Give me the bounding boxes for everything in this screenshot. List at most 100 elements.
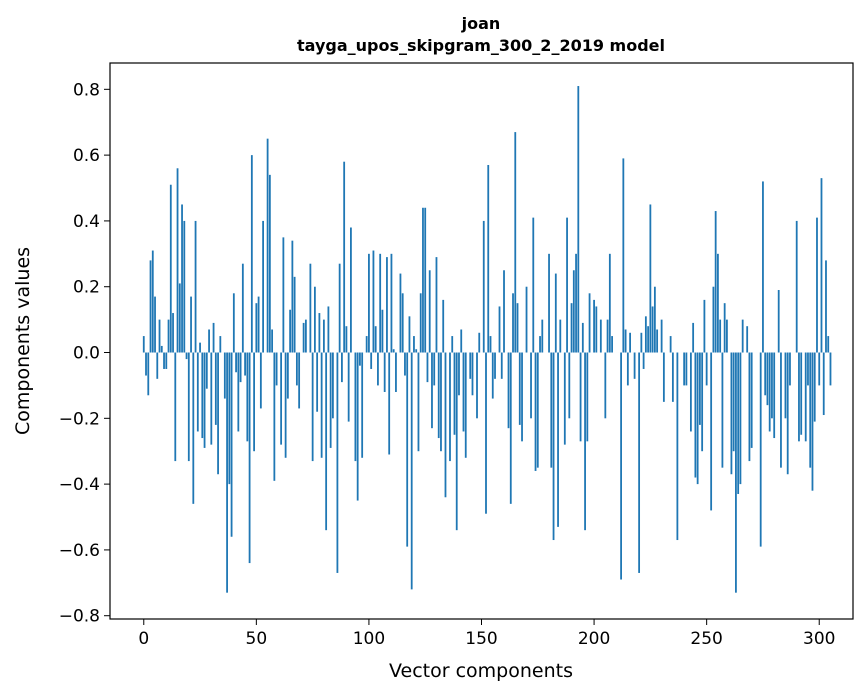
bar <box>386 257 388 353</box>
bar <box>676 352 679 541</box>
bar <box>732 352 735 452</box>
bar <box>516 303 519 353</box>
y-tick-label: −0.4 <box>59 475 100 495</box>
bar <box>230 352 233 537</box>
x-tick-label: 100 <box>353 629 385 649</box>
bar <box>608 253 611 353</box>
bar <box>464 352 467 458</box>
bar <box>638 352 641 573</box>
bar <box>462 352 465 432</box>
bar <box>408 316 411 353</box>
y-tick-label: 0.6 <box>73 146 100 166</box>
x-tick-label: 0 <box>138 629 149 649</box>
bar <box>705 352 708 386</box>
bar <box>295 352 298 386</box>
bar <box>717 253 719 353</box>
bar <box>622 158 625 353</box>
bar <box>487 164 490 353</box>
bar <box>239 352 242 383</box>
bar <box>201 352 204 439</box>
bar <box>359 352 361 366</box>
bar <box>361 352 364 458</box>
bar <box>437 352 440 439</box>
bar <box>149 260 152 353</box>
bar <box>656 329 659 353</box>
bar <box>248 352 251 564</box>
bar <box>433 352 436 386</box>
bar <box>777 290 780 353</box>
bar <box>699 352 701 425</box>
bar <box>178 283 181 353</box>
bar <box>766 352 769 406</box>
bar <box>226 352 228 593</box>
bar <box>584 352 586 531</box>
bar <box>771 352 773 419</box>
bar <box>266 138 269 353</box>
bar <box>253 352 255 452</box>
bar <box>275 352 278 386</box>
bar <box>710 352 713 511</box>
bar <box>210 352 213 445</box>
bar <box>187 352 190 462</box>
x-tick-label: 300 <box>803 629 835 649</box>
bar <box>748 352 751 462</box>
bar <box>606 319 609 353</box>
bar <box>629 332 631 353</box>
bar <box>476 352 478 419</box>
bar <box>507 352 510 429</box>
bar <box>154 296 156 353</box>
bar <box>374 326 377 353</box>
bar <box>268 174 271 353</box>
bar <box>789 352 791 386</box>
bar <box>284 352 287 458</box>
bar <box>784 352 787 419</box>
bar <box>199 342 201 353</box>
bar <box>514 132 517 353</box>
bar <box>566 217 568 353</box>
bar <box>228 352 231 485</box>
x-axis-ticks: 0 50 100 150 200 250 300 <box>138 619 835 649</box>
bar <box>250 155 253 353</box>
bar <box>554 273 557 353</box>
bar <box>575 253 577 353</box>
bar <box>723 303 726 353</box>
bar <box>417 352 420 452</box>
y-tick-label: −0.6 <box>59 541 100 561</box>
bar <box>419 293 422 353</box>
bar <box>512 293 514 353</box>
bar <box>410 352 413 590</box>
bar <box>651 306 654 353</box>
bar <box>818 352 821 386</box>
bar <box>811 352 814 491</box>
bar <box>518 352 521 425</box>
bar <box>633 352 636 379</box>
y-axis-ticks: −0.8 −0.6 −0.4 −0.2 0.0 0.2 0.4 0.6 0.8 <box>59 80 110 627</box>
y-tick-label: −0.8 <box>59 607 100 627</box>
bar <box>662 352 665 402</box>
bar <box>714 211 717 353</box>
bar <box>563 352 566 445</box>
bar <box>174 352 177 462</box>
bar <box>341 352 343 383</box>
bar <box>825 260 827 353</box>
bar <box>422 207 424 353</box>
bar <box>692 322 695 353</box>
bar <box>593 299 595 353</box>
bar <box>604 352 607 419</box>
bar <box>383 352 386 392</box>
x-tick-label: 50 <box>246 629 268 649</box>
bar <box>827 336 830 353</box>
bar <box>813 352 816 422</box>
bar <box>381 309 384 353</box>
bar <box>599 319 602 353</box>
bar <box>167 319 170 353</box>
bar <box>746 326 749 353</box>
bar <box>176 168 179 353</box>
bar <box>343 161 346 353</box>
bar <box>235 352 237 373</box>
bar <box>660 319 663 353</box>
bar <box>257 296 260 353</box>
bar <box>302 322 305 353</box>
bar <box>581 322 584 353</box>
bar <box>309 263 312 353</box>
